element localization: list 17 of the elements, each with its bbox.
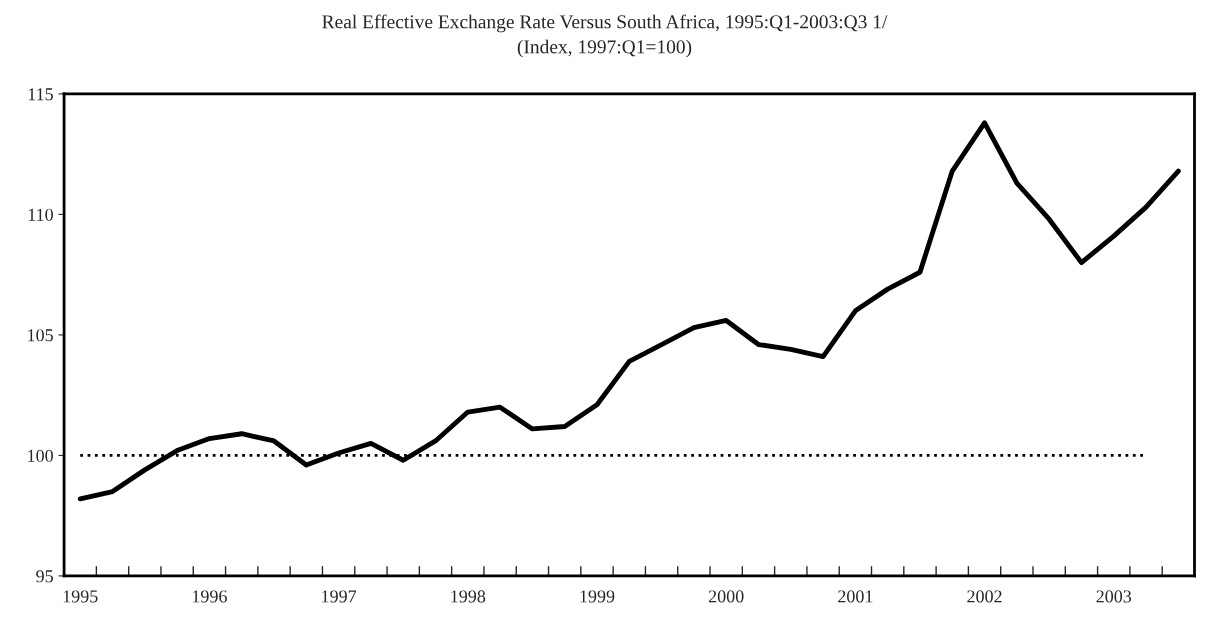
- x-tick-label: 1995: [63, 590, 98, 603]
- x-tick-label: 1999: [580, 590, 615, 603]
- y-tick-label: 95: [36, 570, 53, 583]
- y-tick-label: 100: [28, 449, 53, 462]
- x-tick-label: 2003: [1096, 590, 1132, 603]
- y-tick-label: 110: [28, 208, 53, 221]
- x-tick-label: 2002: [967, 590, 1002, 603]
- chart-subtitle: (Index, 1997:Q1=100): [517, 39, 692, 58]
- x-tick-label: 1996: [192, 590, 227, 603]
- x-tick-label: 1998: [451, 590, 486, 603]
- chart-title: Real Effective Exchange Rate Versus South Africa, 1995:Q1-2003:Q3 1/: [322, 14, 888, 33]
- line-series: [77, 120, 1181, 502]
- y-tick-label: 115: [28, 88, 53, 101]
- y-tick-label: 105: [28, 329, 53, 342]
- x-tick-label: 1997: [322, 590, 357, 603]
- x-tick-label: 2000: [708, 590, 744, 603]
- x-tick-label: 2001: [838, 590, 873, 603]
